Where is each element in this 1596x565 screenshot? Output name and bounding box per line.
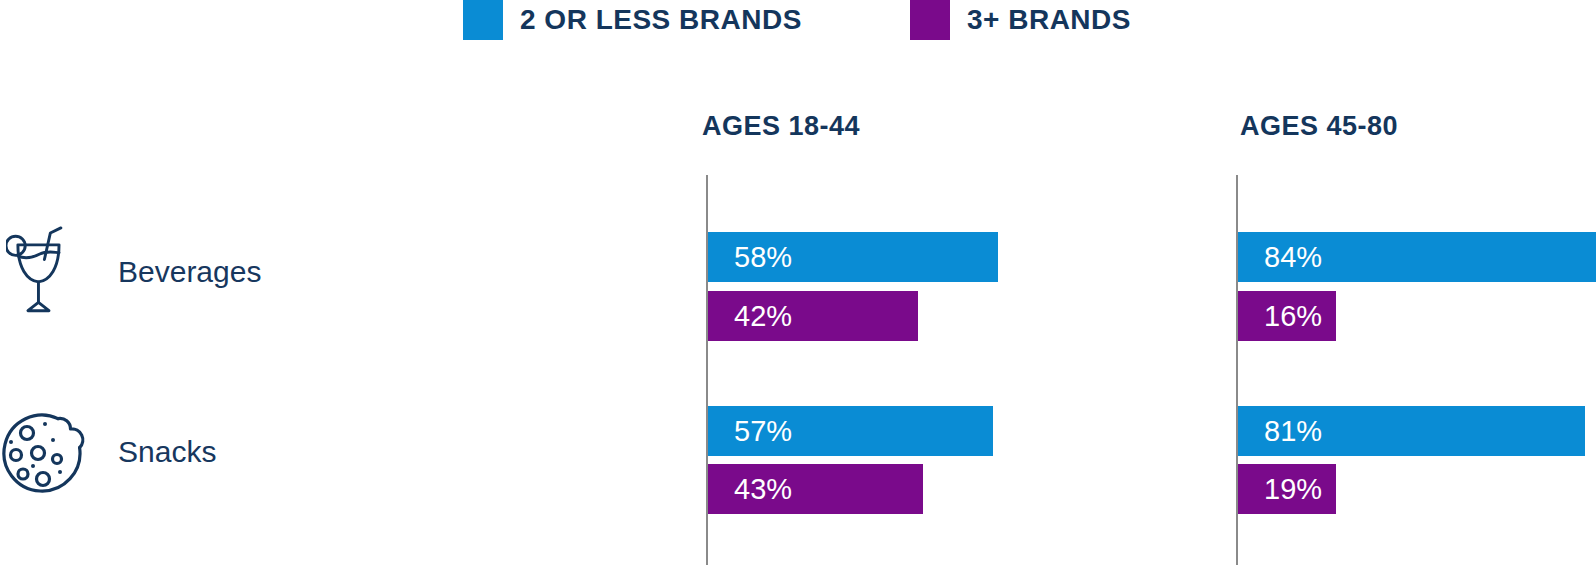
bar-snacks-ages-18-44-2-or-less-brands: 57% [708,406,993,456]
bar-value-label: 42% [708,300,806,333]
brand-loyalty-chart: 2 OR LESS BRANDS 3+ BRANDS AGES 18-44 AG… [0,0,1596,565]
legend-item-3-plus-brands: 3+ BRANDS [910,0,1131,40]
bar-snacks-ages-18-44-3-brands: 43% [708,464,923,514]
bar-snacks-ages-45-80-3-brands: 19% [1238,464,1336,514]
legend-label: 3+ BRANDS [967,0,1131,40]
bar-value-label: 81% [1238,415,1336,448]
legend-swatch-blue [463,0,503,40]
column-header-ages-45-80: AGES 45-80 [1240,111,1398,142]
column-header-ages-18-44: AGES 18-44 [702,111,860,142]
bar-beverages-ages-18-44-3-brands: 42% [708,291,918,341]
bar-beverages-ages-18-44-2-or-less-brands: 58% [708,232,998,282]
legend-item-2-or-less-brands: 2 OR LESS BRANDS [463,0,802,40]
cookie-icon [0,406,92,498]
bar-value-label: 16% [1238,300,1336,333]
bar-beverages-ages-45-80-2-or-less-brands: 84% [1238,232,1596,282]
legend-swatch-purple [910,0,950,40]
cocktail-glass-icon [6,220,70,320]
legend-label: 2 OR LESS BRANDS [520,0,802,40]
category-label-beverages: Beverages [118,252,261,292]
bar-value-label: 43% [708,473,806,506]
bar-value-label: 19% [1238,473,1336,506]
bar-snacks-ages-45-80-2-or-less-brands: 81% [1238,406,1585,456]
bar-value-label: 58% [708,241,806,274]
category-label-snacks: Snacks [118,432,216,472]
bar-value-label: 57% [708,415,806,448]
bar-beverages-ages-45-80-3-brands: 16% [1238,291,1336,341]
bar-value-label: 84% [1238,241,1336,274]
